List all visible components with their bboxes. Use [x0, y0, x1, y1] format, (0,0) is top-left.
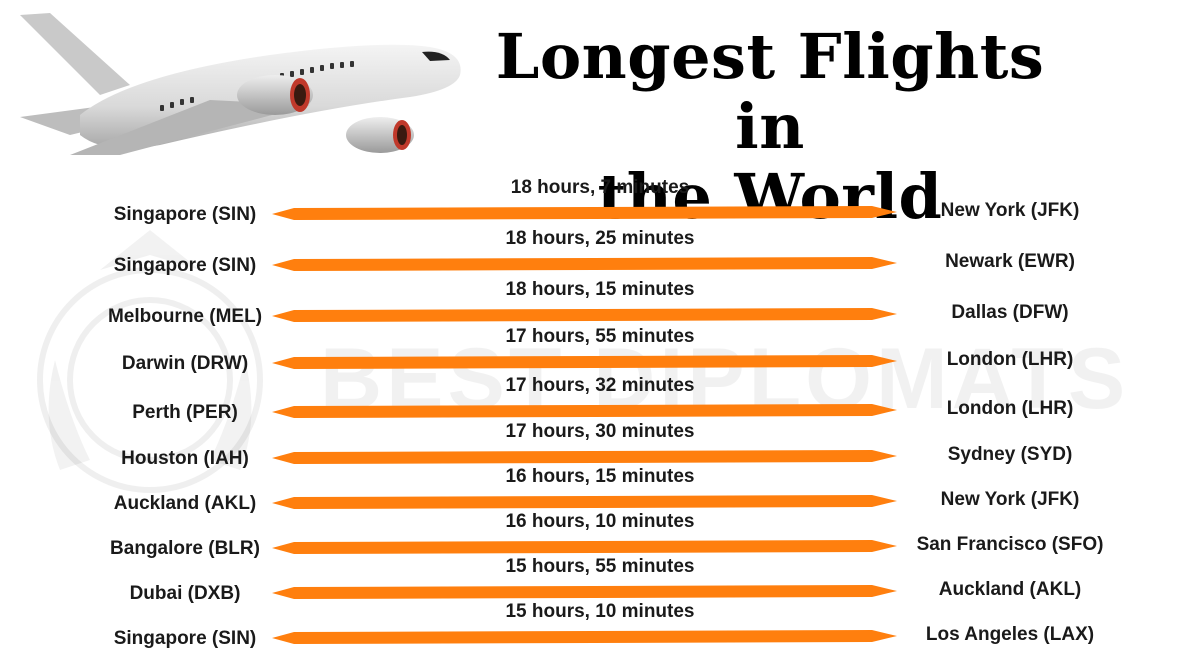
- flight-destination: London (LHR): [946, 349, 1074, 370]
- flight-row: 17 hours, 30 minutes Houston (IAH) Sydne…: [0, 421, 1200, 486]
- flight-arrow-icon: [272, 206, 897, 220]
- flight-duration: 15 hours, 10 minutes: [505, 601, 695, 622]
- flight-destination: Auckland (AKL): [938, 579, 1082, 600]
- flight-origin: Melbourne (MEL): [107, 306, 263, 327]
- title-line-1: Longest Flights in: [495, 20, 1045, 163]
- flight-arrow-icon: [272, 257, 897, 271]
- flight-duration: 17 hours, 30 minutes: [505, 421, 695, 442]
- flight-origin: Houston (IAH): [121, 448, 249, 469]
- flight-origin: Bangalore (BLR): [110, 538, 260, 559]
- flight-origin: Singapore (SIN): [113, 628, 257, 649]
- flight-origin: Auckland (AKL): [113, 493, 257, 514]
- flight-row: 15 hours, 10 minutes Singapore (SIN) Los…: [0, 601, 1200, 666]
- flight-origin: Singapore (SIN): [113, 255, 257, 276]
- flight-destination: Dallas (DFW): [951, 302, 1069, 323]
- flight-duration: 18 hours, 7 minutes: [510, 177, 690, 198]
- flight-row: 17 hours, 32 minutes Perth (PER) London …: [0, 375, 1200, 440]
- flight-arrow-icon: [272, 540, 897, 554]
- flight-arrow-icon: [272, 404, 897, 418]
- flight-destination: London (LHR): [946, 398, 1074, 419]
- flight-destination: San Francisco (SFO): [916, 534, 1104, 555]
- flight-duration: 15 hours, 55 minutes: [505, 556, 695, 577]
- page-title: Longest Flights in the World: [450, 22, 1090, 232]
- flight-origin: Dubai (DXB): [129, 583, 241, 604]
- flight-row: 18 hours, 25 minutes Singapore (SIN) New…: [0, 228, 1200, 293]
- flight-duration: 17 hours, 32 minutes: [505, 375, 695, 396]
- flight-row: 17 hours, 55 minutes Darwin (DRW) London…: [0, 326, 1200, 391]
- flight-duration: 18 hours, 25 minutes: [505, 228, 695, 249]
- flight-duration: 17 hours, 55 minutes: [505, 326, 695, 347]
- title-line-2: the World: [597, 160, 943, 233]
- flight-arrow-icon: [272, 450, 897, 464]
- flight-row: 18 hours, 7 minutes Singapore (SIN) New …: [0, 177, 1200, 242]
- flight-origin: Perth (PER): [132, 402, 238, 423]
- flight-duration: 18 hours, 15 minutes: [505, 279, 695, 300]
- flight-origin: Darwin (DRW): [121, 353, 249, 374]
- flight-row: 15 hours, 55 minutes Dubai (DXB) Aucklan…: [0, 556, 1200, 621]
- flight-arrow-icon: [272, 495, 897, 509]
- flight-arrow-icon: [272, 355, 897, 369]
- flight-row: 16 hours, 10 minutes Bangalore (BLR) San…: [0, 511, 1200, 576]
- flight-destination: Newark (EWR): [945, 251, 1075, 272]
- flight-destination: New York (JFK): [940, 200, 1080, 221]
- flight-duration: 16 hours, 15 minutes: [505, 466, 695, 487]
- flight-arrow-icon: [272, 585, 897, 599]
- flight-destination: Los Angeles (LAX): [925, 624, 1095, 645]
- flight-row: 16 hours, 15 minutes Auckland (AKL) New …: [0, 466, 1200, 531]
- flight-row: 18 hours, 15 minutes Melbourne (MEL) Dal…: [0, 279, 1200, 344]
- flight-origin: Singapore (SIN): [113, 204, 257, 225]
- flight-duration: 16 hours, 10 minutes: [505, 511, 695, 532]
- flight-arrow-icon: [272, 308, 897, 322]
- airplane-icon: [20, 13, 461, 155]
- flight-arrow-icon: [272, 630, 897, 644]
- flight-destination: Sydney (SYD): [947, 444, 1073, 465]
- flight-destination: New York (JFK): [940, 489, 1080, 510]
